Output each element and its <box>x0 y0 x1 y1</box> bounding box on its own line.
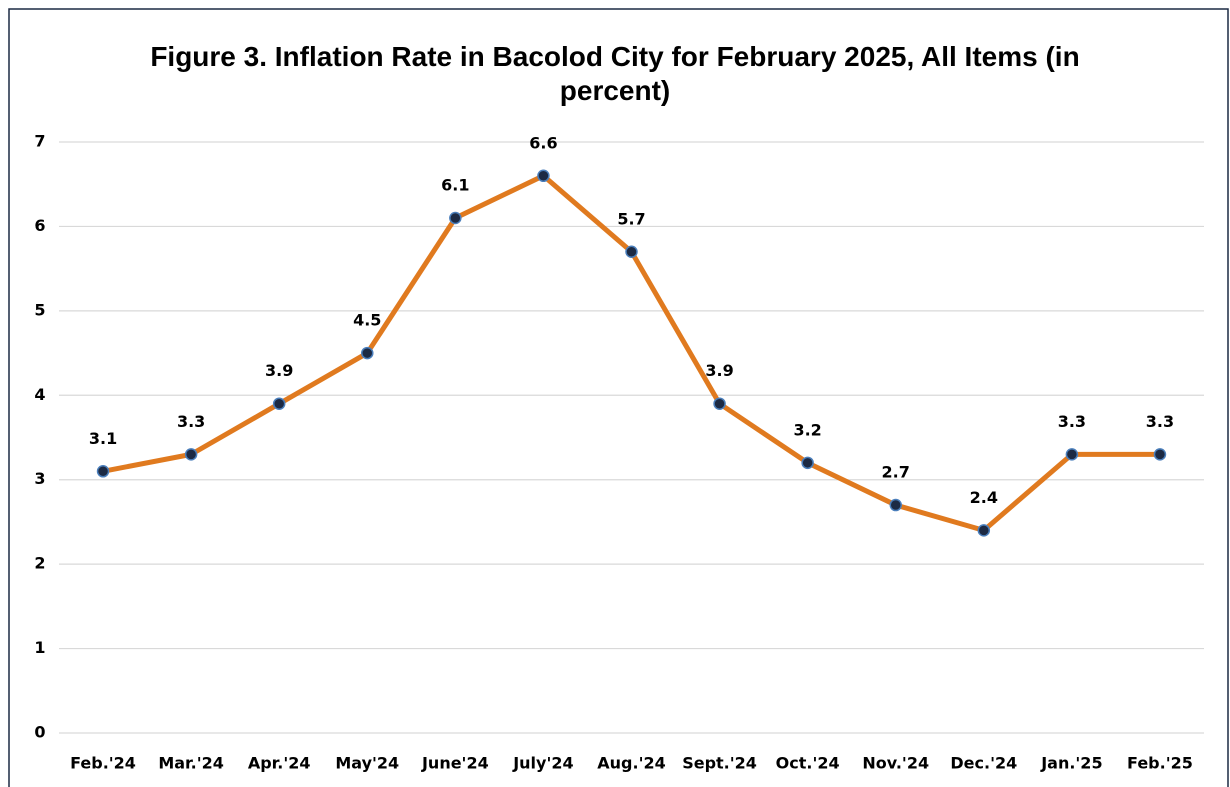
line <box>102 173 1160 533</box>
x-tick-label: Sept.'24 <box>682 754 757 773</box>
marker <box>449 211 462 225</box>
data-label: 6.1 <box>441 175 469 194</box>
data-label: 6.6 <box>529 133 557 152</box>
x-tick-label: Dec.'24 <box>950 754 1017 773</box>
marker <box>96 465 110 478</box>
data-label: 3.3 <box>177 412 205 431</box>
x-tick-label: Jan.'25 <box>1040 754 1102 773</box>
marker <box>361 346 374 360</box>
data-label: 3.1 <box>89 429 117 448</box>
data-label: 3.9 <box>705 361 733 380</box>
marker <box>625 245 638 259</box>
data-label: 2.7 <box>882 463 910 482</box>
x-tick-label: Oct.'24 <box>776 754 840 773</box>
y-tick-label: 1 <box>34 638 45 657</box>
y-tick-label: 5 <box>34 300 45 319</box>
chart-frame <box>8 8 1229 787</box>
marker <box>801 456 814 470</box>
chart-title: Figure 3. Inflation Rate in Bacolod City… <box>150 41 1080 106</box>
data-label: 3.3 <box>1146 412 1174 431</box>
marker <box>272 397 286 410</box>
y-tick-label: 7 <box>34 132 45 151</box>
x-tick-label: Mar.'24 <box>158 754 224 773</box>
marker <box>977 524 991 537</box>
data-label: 3.2 <box>793 420 821 439</box>
marker <box>184 448 198 461</box>
data-label: 3.3 <box>1058 412 1086 431</box>
data-label: 5.7 <box>617 209 645 228</box>
marker <box>889 498 902 512</box>
x-tick-label: May'24 <box>335 754 399 773</box>
x-tick-label: Apr.'24 <box>248 754 311 773</box>
x-tick-label: Feb.'25 <box>1127 754 1193 773</box>
marker <box>537 169 550 183</box>
marker <box>1153 448 1167 461</box>
data-label: 4.5 <box>353 311 381 330</box>
x-tick-label: June'24 <box>421 754 489 773</box>
x-tick-label: Feb.'24 <box>70 754 136 773</box>
y-tick-label: 0 <box>34 723 45 742</box>
data-label: 3.9 <box>265 361 293 380</box>
y-tick-label: 4 <box>34 385 45 404</box>
x-tick-label: July'24 <box>512 754 573 773</box>
y-tick-label: 6 <box>34 216 45 235</box>
data-label: 2.4 <box>970 488 998 507</box>
x-tick-label: Nov.'24 <box>862 754 929 773</box>
marker <box>1065 448 1079 461</box>
y-tick-label: 3 <box>34 469 45 488</box>
x-tick-label: Aug.'24 <box>597 754 665 773</box>
marker <box>713 397 726 410</box>
y-tick-label: 2 <box>34 554 45 573</box>
